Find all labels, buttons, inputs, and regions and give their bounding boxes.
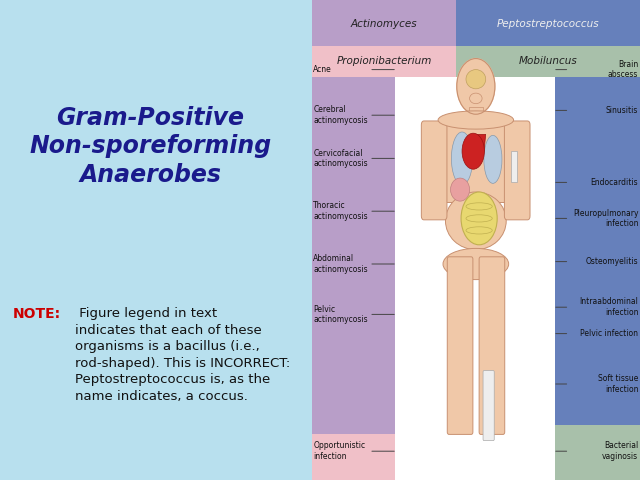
Text: Pelvic
actinomycosis: Pelvic actinomycosis — [314, 305, 368, 324]
Ellipse shape — [451, 178, 470, 201]
Bar — [468, 107, 483, 121]
Text: Cervicofacial
actinomycosis: Cervicofacial actinomycosis — [314, 149, 368, 168]
Text: Acne: Acne — [314, 65, 332, 74]
Text: Cerebral
actinomycosis: Cerebral actinomycosis — [314, 106, 368, 125]
Polygon shape — [468, 134, 486, 166]
Text: Osteomyelitis: Osteomyelitis — [586, 257, 638, 266]
Text: Endocarditis: Endocarditis — [591, 178, 638, 187]
Ellipse shape — [462, 133, 484, 169]
Ellipse shape — [484, 135, 502, 183]
Text: Pelvic infection: Pelvic infection — [580, 329, 638, 338]
Bar — [456, 46, 640, 77]
Text: Pleuropulmonary
infection: Pleuropulmonary infection — [573, 209, 638, 228]
Bar — [446, 120, 506, 202]
Ellipse shape — [445, 192, 506, 250]
Ellipse shape — [466, 70, 486, 89]
Text: Propionibacterium: Propionibacterium — [336, 56, 431, 66]
Ellipse shape — [470, 93, 482, 104]
Ellipse shape — [451, 132, 473, 185]
Bar — [312, 77, 401, 480]
Bar — [312, 46, 456, 77]
Text: Gram-Positive
Non-sporeforming
Anaerobes: Gram-Positive Non-sporeforming Anaerobes — [29, 106, 271, 187]
Text: Thoracic
actinomycosis: Thoracic actinomycosis — [314, 202, 368, 221]
Ellipse shape — [461, 192, 497, 245]
Text: Soft tissue
infection: Soft tissue infection — [598, 374, 638, 394]
Text: Sinusitis: Sinusitis — [606, 106, 638, 115]
Text: Mobiluncus: Mobiluncus — [518, 56, 577, 66]
FancyBboxPatch shape — [479, 257, 505, 434]
Text: Figure legend in text
indicates that each of these
organisms is a bacillus (i.e.: Figure legend in text indicates that eac… — [76, 307, 291, 403]
Bar — [551, 77, 640, 425]
Bar — [551, 425, 640, 480]
Text: Brain
abscess: Brain abscess — [608, 60, 638, 79]
FancyBboxPatch shape — [421, 121, 447, 220]
Ellipse shape — [438, 111, 513, 129]
Bar — [396, 77, 555, 480]
FancyBboxPatch shape — [504, 121, 530, 220]
Bar — [312, 434, 401, 480]
FancyBboxPatch shape — [483, 371, 494, 441]
Text: NOTE:: NOTE: — [13, 307, 61, 321]
Bar — [312, 0, 456, 46]
Text: Opportunistic
infection: Opportunistic infection — [314, 442, 365, 461]
FancyBboxPatch shape — [447, 257, 473, 434]
Text: Intraabdominal
infection: Intraabdominal infection — [579, 298, 638, 317]
Bar — [511, 151, 516, 182]
Text: Abdominal
actinomycosis: Abdominal actinomycosis — [314, 254, 368, 274]
Bar — [456, 0, 640, 46]
Circle shape — [457, 59, 495, 114]
Ellipse shape — [443, 249, 509, 279]
Text: Peptostreptococcus: Peptostreptococcus — [497, 19, 600, 29]
Text: Bacterial
vaginosis: Bacterial vaginosis — [602, 442, 638, 461]
Text: Actinomyces: Actinomyces — [351, 19, 417, 29]
